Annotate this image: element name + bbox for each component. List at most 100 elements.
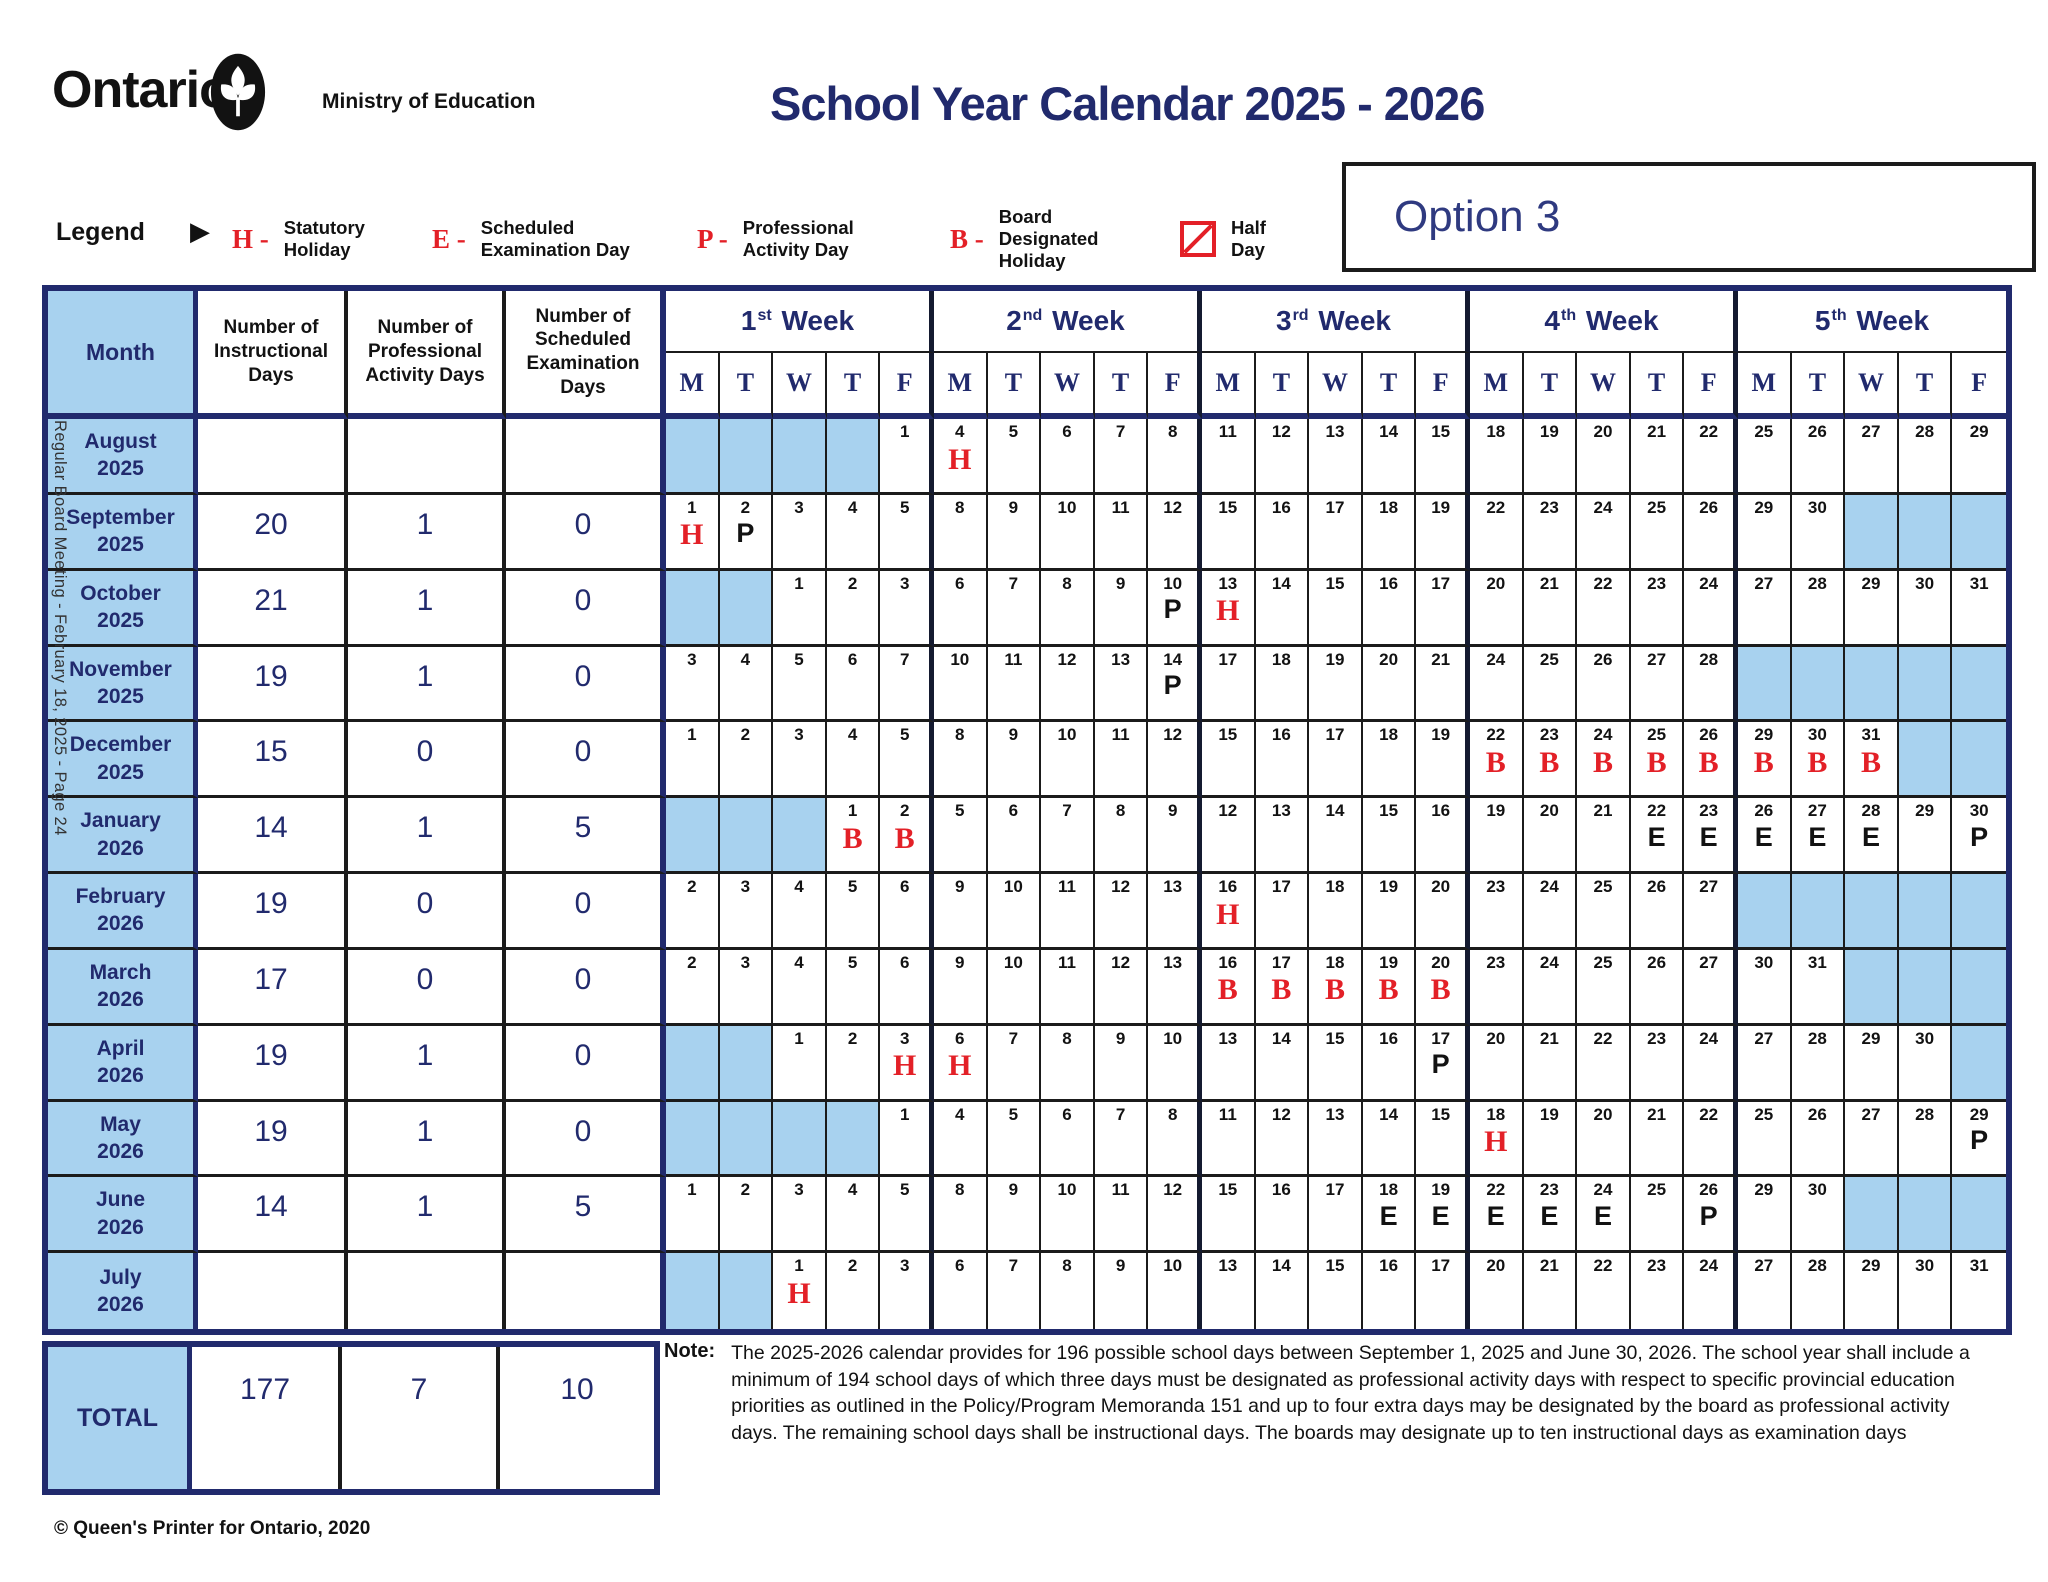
day-cell [1952, 949, 2006, 1026]
day-number: 13 [1271, 801, 1291, 821]
day-number: 4 [847, 1180, 858, 1200]
day-number: 18 [1325, 952, 1345, 972]
day-number: 12 [1163, 497, 1183, 517]
day-number: 22 [1593, 1256, 1613, 1276]
day-mark-E: E [1486, 1200, 1505, 1231]
day-number: 16 [1379, 573, 1399, 593]
day-number: 5 [847, 952, 858, 972]
day-letter-header: M [1737, 353, 1792, 419]
week-ordinal: th [1831, 307, 1847, 324]
day-number: 23 [1539, 497, 1559, 517]
stat-professional: 1 [348, 1025, 506, 1102]
day-cell: 20 B [1416, 949, 1470, 1026]
day-number: 4 [955, 422, 965, 441]
day-cell: 18 [1469, 419, 1524, 495]
day-cell: 30 P [1952, 798, 2006, 874]
day-cell: 2 [826, 1025, 881, 1102]
stat-examination: 0 [506, 494, 666, 571]
day-number: 28 [1807, 1256, 1827, 1276]
month-year: 2025 [97, 760, 144, 784]
day-cell: 22 [1684, 1101, 1738, 1178]
day-cell: 19 [1416, 494, 1470, 571]
month-year: 2025 [97, 609, 144, 633]
day-cell: 4 [719, 646, 774, 723]
day-cell: 12 [1148, 494, 1202, 571]
day-mark-P: P [1699, 1200, 1718, 1231]
day-cell: 12 [1094, 874, 1149, 950]
day-cell: 13 [1309, 1101, 1363, 1178]
day-number: 29 [1754, 1180, 1774, 1200]
day-cell [773, 1101, 827, 1178]
day-number: 12 [1057, 649, 1077, 669]
total-instructional: 177 [192, 1347, 342, 1489]
day-cell: 25 [1577, 949, 1631, 1026]
day-number: 8 [955, 725, 965, 745]
stat-professional [348, 419, 506, 495]
day-cell: 16 [1255, 1177, 1310, 1254]
day-cell: 30 [1899, 1253, 1953, 1329]
day-cell: 20 [1416, 874, 1470, 950]
day-letter-header: W [773, 353, 827, 419]
stat-examination [506, 1253, 666, 1329]
day-cell: 10 [987, 949, 1042, 1026]
day-number: 31 [1969, 1256, 1989, 1276]
day-mark-E: E [1647, 821, 1666, 852]
day-number: 2 [740, 497, 751, 517]
day-number: 27 [1861, 422, 1881, 441]
day-number: 24 [1539, 952, 1559, 972]
day-cell: 1 [666, 1177, 720, 1254]
day-number: 3 [687, 649, 697, 669]
day-number: 26 [1647, 877, 1667, 896]
legend-item-label: Statutory Holiday [283, 217, 365, 260]
day-mark-B: B [1271, 973, 1292, 1007]
week-word: Week [1578, 305, 1659, 336]
day-cell [1845, 646, 1899, 723]
day-cell: 4 [773, 874, 827, 950]
day-number: 1 [687, 497, 697, 517]
day-cell: 29 [1845, 1025, 1899, 1102]
week-ordinal: th [1561, 307, 1577, 324]
day-cell: 16 [1362, 1025, 1417, 1102]
day-number: 1 [899, 422, 910, 441]
day-cell: 3 [719, 949, 774, 1026]
day-cell: 13 [1309, 419, 1363, 495]
day-letter-header: T [1094, 353, 1149, 419]
week-word: Week [1310, 305, 1391, 336]
day-number: 6 [1008, 801, 1019, 821]
day-number: 12 [1271, 1104, 1291, 1124]
day-cell: 31 [1791, 949, 1846, 1026]
day-cell [666, 1025, 720, 1102]
day-number: 1 [847, 801, 858, 821]
day-number: 14 [1271, 1028, 1291, 1048]
day-mark-B: B [1807, 745, 1828, 779]
day-cell: 21 [1523, 1025, 1578, 1102]
week-number: 5 [1814, 305, 1831, 336]
day-cell: 6 [934, 1253, 988, 1329]
day-number: 18 [1379, 497, 1399, 517]
day-cell: 15 [1362, 798, 1417, 874]
month-name: November [69, 657, 172, 681]
day-number: 17 [1431, 1256, 1451, 1276]
day-letter-header: T [1255, 353, 1310, 419]
day-number: 29 [1861, 573, 1881, 593]
day-number: 21 [1539, 573, 1559, 593]
day-cell: 8 [1148, 419, 1202, 495]
day-number: 3 [740, 952, 751, 972]
day-cell [1898, 1177, 1953, 1254]
day-number: 22 [1593, 1028, 1613, 1048]
day-number: 15 [1218, 1180, 1238, 1200]
day-letter-header: W [1577, 353, 1631, 419]
day-cell: 2 [719, 722, 774, 799]
stat-examination: 5 [506, 798, 666, 874]
month-name: June [95, 1188, 145, 1212]
day-number: 29 [1754, 497, 1774, 517]
day-mark-B: B [1646, 745, 1667, 779]
day-number: 10 [950, 649, 970, 669]
examination-days-header: Number of Scheduled Examination Days [506, 291, 666, 419]
option-label: Option 3 [1394, 192, 1561, 241]
day-mark-B: B [1539, 745, 1560, 779]
day-mark-H: H [948, 1049, 972, 1083]
